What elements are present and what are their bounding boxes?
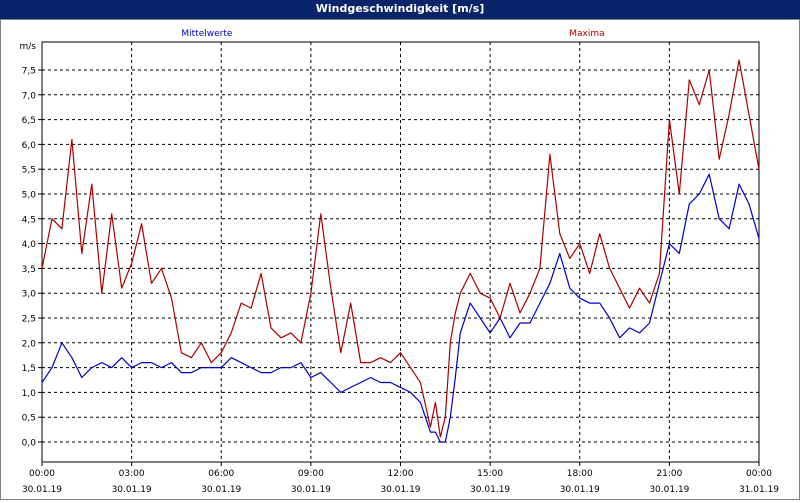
chart-frame: 0,0 0,5 1,0 1,5 2,0 2,5 3,0 3,5 4,0 4,5 5,0 5,5 6,0 6…: [0, 19, 800, 500]
x-tick-date: 30.01.19: [380, 485, 420, 495]
y-tick-label: 0,0: [22, 439, 37, 449]
x-tick-date: 30.01.19: [22, 485, 62, 495]
x-tick-time: 00:00: [29, 469, 55, 479]
y-tick-label: 1,5: [22, 364, 36, 374]
x-tick-date: 31.01.19: [739, 485, 779, 495]
grid: [42, 42, 759, 462]
y-tick-label: 7,0: [22, 91, 37, 101]
legend-entry-maxima: Maxima: [569, 29, 604, 39]
y-tick-label: 1,0: [22, 389, 37, 399]
x-tick-date: 30.01.19: [470, 485, 510, 495]
x-tick-date: 30.01.19: [201, 485, 241, 495]
x-tick-time: 18:00: [567, 469, 593, 479]
series-line-maxima: [41, 59, 760, 438]
x-tick-date: 30.01.19: [112, 485, 152, 495]
y-tick-label: 0,5: [22, 414, 36, 424]
axes: 0,0 0,5 1,0 1,5 2,0 2,5 3,0 3,5 4,0 4,5 5,0 5,5 6,0 6…: [20, 41, 779, 495]
y-tick-label: 2,5: [22, 315, 36, 325]
y-tick-label: 6,0: [22, 141, 37, 151]
wind-speed-chart: 0,0 0,5 1,0 1,5 2,0 2,5 3,0 3,5 4,0 4,5 5,0 5,5 6,0 6…: [20, 29, 780, 495]
legend-entry-mittelwerte: Mittelwerte: [181, 29, 232, 39]
legend: Mittelwerte Maxima: [181, 29, 604, 39]
x-tick-time: 00:00: [746, 469, 772, 479]
x-tick-date: 30.01.19: [649, 485, 689, 495]
x-tick-date: 30.01.19: [560, 485, 600, 495]
series-line-mittelwerte: [41, 173, 760, 443]
x-tick-time: 12:00: [388, 469, 414, 479]
series: [41, 59, 760, 443]
x-tick-time: 15:00: [477, 469, 503, 479]
y-tick-label: 3,0: [22, 290, 37, 300]
x-tick-time: 21:00: [656, 469, 682, 479]
y-tick-label: 3,5: [22, 265, 36, 275]
chart-title: Windgeschwindigkeit [m/s]: [0, 0, 800, 19]
y-tick-label: 2,0: [22, 339, 37, 349]
x-tick-time: 06:00: [208, 469, 234, 479]
y-tick-label: 4,5: [22, 215, 36, 225]
y-tick-label: 7,5: [22, 67, 36, 77]
x-tick-time: 03:00: [119, 469, 145, 479]
x-tick-date: 30.01.19: [291, 485, 331, 495]
y-tick-label: 4,0: [22, 240, 37, 250]
y-axis-label: m/s: [20, 42, 37, 52]
x-tick-time: 09:00: [298, 469, 324, 479]
y-tick-label: 5,0: [22, 191, 37, 201]
y-tick-label: 5,5: [22, 166, 36, 176]
y-tick-label: 6,5: [22, 116, 36, 126]
